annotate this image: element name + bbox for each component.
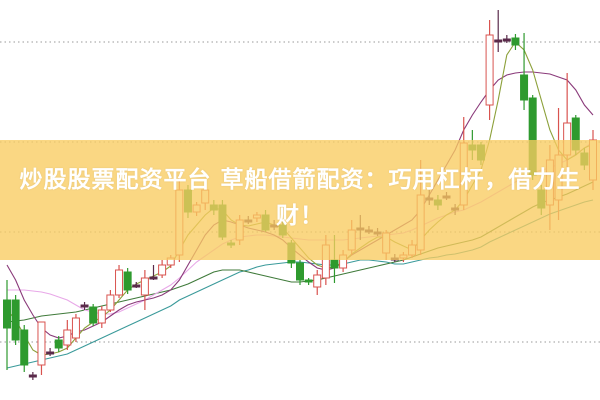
candle	[296, 260, 304, 285]
candle-body	[494, 39, 503, 43]
candle-body	[149, 276, 158, 280]
candle-body	[511, 37, 520, 46]
candle-body	[115, 269, 124, 296]
candle	[63, 320, 72, 350]
candle	[132, 282, 141, 288]
candle-body	[11, 299, 20, 341]
candle-body	[89, 306, 98, 324]
candle-body	[502, 38, 511, 42]
candle	[11, 295, 20, 345]
candle-body	[3, 299, 11, 329]
candle-body	[97, 309, 106, 324]
candle-body	[37, 321, 46, 366]
title-banner	[0, 140, 600, 260]
candle-body	[71, 317, 80, 339]
candle	[140, 270, 149, 310]
candle	[20, 325, 29, 372]
candle	[304, 278, 313, 285]
candle	[3, 280, 11, 370]
candle	[106, 290, 115, 312]
candle-body	[520, 74, 529, 101]
candle	[502, 35, 511, 43]
candle	[520, 33, 529, 110]
candle-body	[80, 304, 89, 308]
candle-body	[54, 339, 63, 349]
candle-body	[28, 374, 37, 378]
candle-body	[304, 279, 313, 283]
candle-body	[20, 329, 29, 366]
candle-body	[132, 284, 141, 288]
candle	[89, 304, 98, 326]
candle	[80, 302, 89, 310]
candle-body	[485, 34, 494, 106]
candle	[37, 321, 46, 375]
candle	[123, 268, 132, 294]
candle-body	[330, 259, 339, 269]
candle-body	[123, 271, 132, 291]
candle-body	[63, 329, 72, 346]
candle	[28, 372, 37, 380]
candle	[149, 265, 158, 280]
candle-body	[313, 274, 322, 288]
candle	[313, 270, 322, 295]
candle-body	[296, 262, 304, 281]
candle	[54, 336, 63, 352]
candle	[511, 34, 520, 50]
candle-body	[106, 294, 115, 311]
candle	[115, 265, 124, 298]
candle	[485, 20, 494, 120]
candle	[46, 348, 55, 356]
candle-body	[46, 351, 55, 355]
candle-body	[158, 264, 167, 276]
overlay-title: 炒股股票配资平台 草船借箭配资：巧用杠杆，借力生财！	[19, 167, 581, 229]
candle	[71, 314, 80, 342]
candle-body	[140, 277, 149, 296]
candle	[494, 10, 503, 52]
candle	[158, 260, 167, 278]
candle	[97, 306, 106, 328]
